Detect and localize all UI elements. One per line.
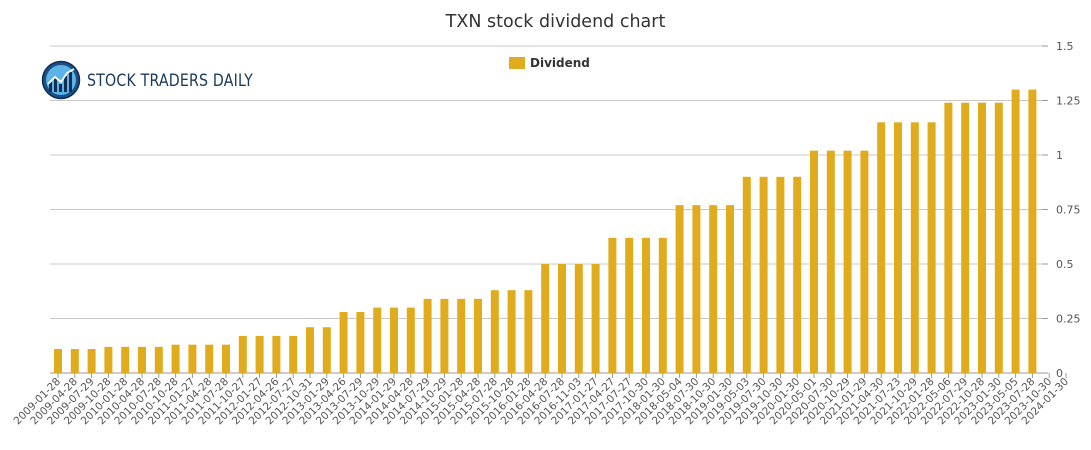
bar[interactable] [994,102,1003,374]
bar[interactable] [927,122,936,373]
y-tick-label: 0 [1056,367,1063,380]
bar[interactable] [171,344,180,373]
bar[interactable] [406,307,415,373]
bar[interactable] [759,176,768,373]
bar[interactable] [154,346,163,373]
bar[interactable] [860,150,869,373]
bar[interactable] [390,307,398,373]
bar[interactable] [474,298,482,373]
bar[interactable] [843,150,852,373]
bar[interactable] [658,237,667,373]
bar[interactable] [104,346,113,373]
bar[interactable] [910,122,919,373]
bar[interactable] [558,264,566,373]
bar[interactable] [188,344,197,373]
y-tick-label: 1.25 [1056,95,1081,108]
y-tick-label: 1 [1056,149,1063,162]
bar[interactable] [490,290,499,373]
bar[interactable] [642,237,650,373]
bar[interactable] [87,349,96,373]
bar[interactable] [692,205,701,373]
bar[interactable] [222,344,230,373]
bar[interactable] [289,335,298,373]
bar[interactable] [306,327,314,373]
y-tick-label: 1.5 [1056,40,1074,53]
bar[interactable] [591,264,600,373]
bar[interactable] [944,102,953,374]
bar[interactable] [978,102,986,374]
bar[interactable] [339,311,348,373]
bar[interactable] [574,264,583,373]
bar[interactable] [54,349,62,373]
bar[interactable] [272,335,281,373]
brand-logo: STOCK TRADERS DAILY [41,60,280,100]
bar[interactable] [793,176,802,373]
bar[interactable] [238,335,247,373]
bar[interactable] [541,264,550,373]
bar[interactable] [70,349,79,373]
y-tick-label: 0.25 [1056,313,1081,326]
bar[interactable] [709,205,718,373]
bar[interactable] [524,290,533,373]
logo-chart-icon [41,60,81,100]
bar[interactable] [373,307,382,373]
bar[interactable] [1028,89,1037,373]
logo-text: STOCK TRADERS DAILY [87,70,254,90]
bar[interactable] [457,298,466,373]
y-tick-label: 0.75 [1056,204,1081,217]
legend-label: Dividend [530,56,590,70]
bar[interactable] [322,327,331,373]
bar[interactable] [138,346,146,373]
legend[interactable]: Dividend [509,56,590,70]
bar[interactable] [961,102,970,374]
chart-title: TXN stock dividend chart [445,12,666,32]
bar[interactable] [121,346,130,373]
y-tick-label: 0.5 [1056,258,1074,271]
bar[interactable] [675,205,684,373]
bar[interactable] [877,122,886,373]
bar[interactable] [356,311,365,373]
bar[interactable] [726,205,734,373]
bar[interactable] [507,290,516,373]
bar[interactable] [776,176,785,373]
bar[interactable] [625,237,634,373]
bar[interactable] [205,344,214,373]
bar[interactable] [810,150,818,373]
bar[interactable] [440,298,449,373]
legend-swatch [509,57,525,69]
bar[interactable] [742,176,751,373]
bar[interactable] [894,122,902,373]
bar[interactable] [255,335,264,373]
bar[interactable] [608,237,617,373]
bar[interactable] [1011,89,1020,373]
bar[interactable] [423,298,432,373]
bar[interactable] [826,150,835,373]
